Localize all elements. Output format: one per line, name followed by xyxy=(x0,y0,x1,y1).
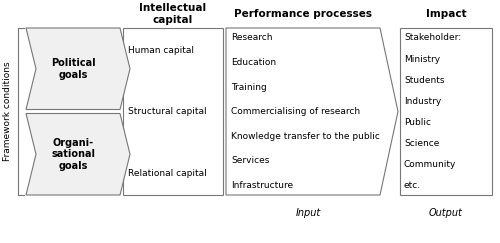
Text: Infrastructure: Infrastructure xyxy=(231,181,293,190)
Text: Commercialising of research: Commercialising of research xyxy=(231,107,360,116)
Bar xyxy=(123,28,223,195)
Text: Industry: Industry xyxy=(404,96,442,105)
Text: Output: Output xyxy=(429,208,463,218)
Text: Science: Science xyxy=(404,139,440,148)
Text: Public: Public xyxy=(404,118,431,127)
Text: Input: Input xyxy=(296,208,320,218)
Text: Framework conditions: Framework conditions xyxy=(4,62,13,161)
Polygon shape xyxy=(26,28,130,110)
Polygon shape xyxy=(226,28,398,195)
Text: Stakeholder:: Stakeholder: xyxy=(404,34,461,43)
Text: Research: Research xyxy=(231,34,272,43)
Text: Impact: Impact xyxy=(426,9,467,19)
Text: Structural capital: Structural capital xyxy=(128,107,206,116)
Text: Performance processes: Performance processes xyxy=(234,9,372,19)
Polygon shape xyxy=(26,113,130,195)
Text: Training: Training xyxy=(231,83,267,92)
Text: Community: Community xyxy=(404,159,456,168)
Text: Relational capital: Relational capital xyxy=(128,168,207,177)
Text: Human capital: Human capital xyxy=(128,45,194,54)
Text: Political
goals: Political goals xyxy=(50,58,96,79)
Text: Knowledge transfer to the public: Knowledge transfer to the public xyxy=(231,131,380,140)
Text: etc.: etc. xyxy=(404,181,421,190)
Text: Organi-
sational
goals: Organi- sational goals xyxy=(51,138,95,171)
Text: Students: Students xyxy=(404,76,444,85)
Bar xyxy=(400,28,492,195)
Text: Intellectual
capital: Intellectual capital xyxy=(140,3,206,25)
Text: Services: Services xyxy=(231,156,270,165)
Text: Ministry: Ministry xyxy=(404,54,440,63)
Text: Education: Education xyxy=(231,58,276,67)
